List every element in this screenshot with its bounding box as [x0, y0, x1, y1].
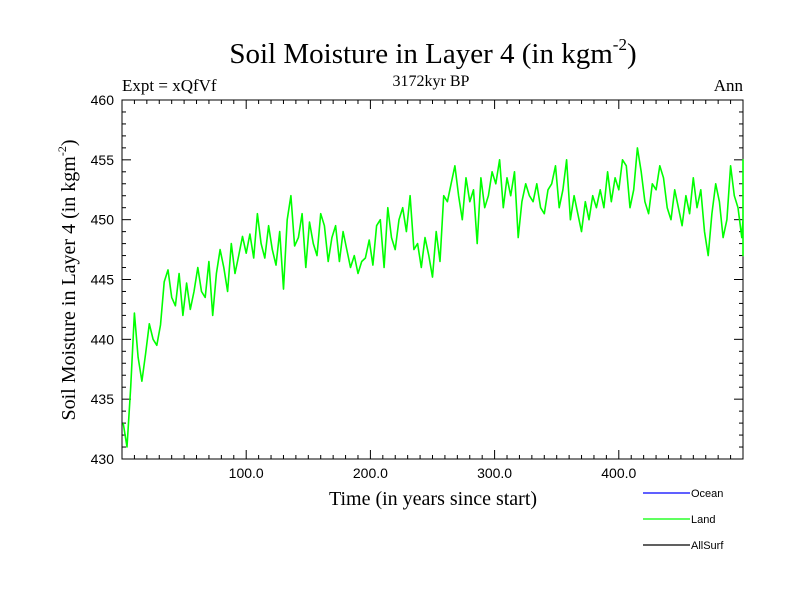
y-tick-label: 460 — [91, 92, 115, 108]
x-tick-label: 300.0 — [477, 465, 512, 481]
y-tick-label: 430 — [91, 451, 115, 467]
x-tick-label: 200.0 — [353, 465, 388, 481]
y-tick-label: 445 — [91, 272, 115, 288]
x-tick-label: 400.0 — [601, 465, 636, 481]
subtitle-season: Ann — [714, 76, 744, 95]
y-axis: 430 435 440 445 450 455 460 — [91, 92, 743, 467]
y-tick-label: 435 — [91, 391, 115, 407]
legend: Ocean Land AllSurf — [643, 488, 724, 552]
subtitle-experiment: Expt = xQfVf — [122, 76, 217, 95]
series-group — [122, 147, 744, 448]
y-tick-label: 455 — [91, 152, 115, 168]
y-tick-label: 450 — [91, 212, 115, 228]
legend-label-ocean: Ocean — [691, 488, 723, 500]
legend-label-land: Land — [691, 514, 715, 526]
x-tick-label: 100.0 — [229, 465, 264, 481]
subtitle-period: 3172kyr BP — [393, 73, 470, 90]
x-axis-label: Time (in years since start) — [329, 488, 537, 510]
series-line-land — [122, 147, 744, 448]
chart-title: Soil Moisture in Layer 4 (in kgm-2) — [229, 35, 636, 70]
title-superscript: -2 — [613, 35, 627, 54]
y-axis-label: Soil Moisture in Layer 4 (in kgm-2) — [55, 139, 80, 420]
y-tick-label: 440 — [91, 331, 115, 347]
y-axis-label-superscript: -2 — [55, 146, 69, 156]
legend-label-allsurf: AllSurf — [691, 540, 724, 552]
x-axis: 100.0 200.0 300.0 400.0 — [133, 100, 732, 481]
